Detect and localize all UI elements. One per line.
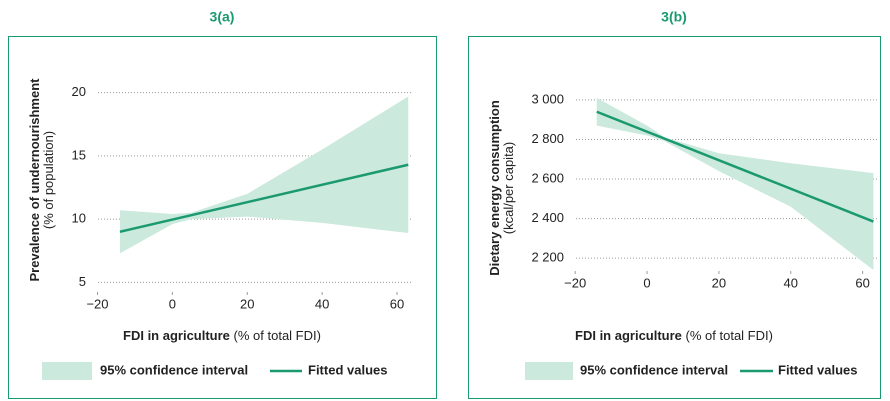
fitted-line xyxy=(596,110,874,223)
y-axis-unit: (% of population) xyxy=(41,131,56,229)
panel-frame xyxy=(8,36,437,399)
y-tick-label: 3 000 xyxy=(531,91,564,106)
panel-frame xyxy=(468,36,881,399)
panel-title: 3(b) xyxy=(661,9,687,25)
x-axis-label: FDI in agriculture (% of total FDI) xyxy=(575,328,773,343)
y-tick-label: 20 xyxy=(72,84,86,99)
y-tick-label: 2 600 xyxy=(531,170,564,185)
y-tick-label: 10 xyxy=(72,211,86,226)
x-tick-label: 40 xyxy=(315,296,329,311)
x-axis-label: FDI in agriculture (% of total FDI) xyxy=(123,328,321,343)
legend-label: 95% confidence interval xyxy=(100,362,248,377)
x-axis-title: FDI in agriculture xyxy=(575,328,682,343)
y-tick-label: 5 xyxy=(79,274,86,289)
y-tick-label: 2 200 xyxy=(531,250,564,265)
legend-swatch xyxy=(525,362,573,380)
y-tick-label: 2 400 xyxy=(531,210,564,225)
x-axis-title: FDI in agriculture xyxy=(123,328,230,343)
panel-title: 3(a) xyxy=(210,9,235,25)
x-tick-label: 0 xyxy=(643,275,650,290)
x-tick-label: −20 xyxy=(86,296,108,311)
legend-label: 95% confidence interval xyxy=(580,362,728,377)
y-axis-unit: (kcal/per capita) xyxy=(501,142,516,234)
x-tick-label: 40 xyxy=(784,275,798,290)
x-tick-label: 20 xyxy=(712,275,726,290)
x-tick-label: 0 xyxy=(169,296,176,311)
x-tick-label: 60 xyxy=(390,296,404,311)
y-axis-label: Dietary energy consumption(kcal/per capi… xyxy=(487,100,516,276)
x-axis-unit: (% of total FDI) xyxy=(686,328,773,343)
legend-label: Fitted values xyxy=(308,362,387,377)
x-tick-label: 60 xyxy=(855,275,869,290)
y-axis-label: Prevalence of undernourishment(% of popu… xyxy=(27,78,56,282)
x-tick-label: −20 xyxy=(564,275,586,290)
fitted-line xyxy=(119,163,409,233)
y-axis-title: Prevalence of undernourishment xyxy=(27,78,42,282)
legend-label: Fitted values xyxy=(778,362,857,377)
x-axis-unit: (% of total FDI) xyxy=(234,328,321,343)
confidence-band xyxy=(596,97,874,271)
y-axis-title: Dietary energy consumption xyxy=(487,100,502,276)
legend-swatch xyxy=(42,362,92,380)
x-tick-label: 20 xyxy=(240,296,254,311)
y-tick-label: 15 xyxy=(72,147,86,162)
y-tick-label: 2 800 xyxy=(531,131,564,146)
